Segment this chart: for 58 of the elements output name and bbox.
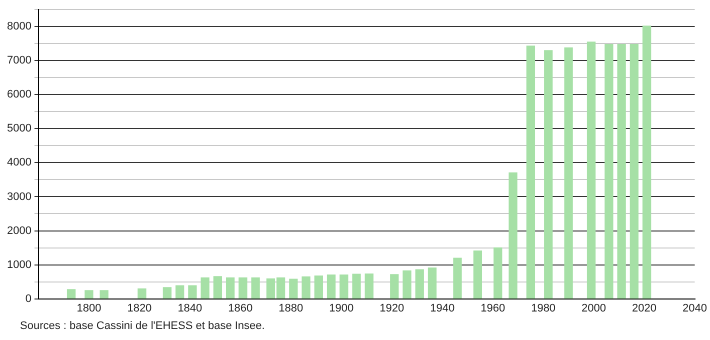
bar bbox=[428, 268, 437, 299]
x-tick-label: 1980 bbox=[531, 302, 556, 314]
bar bbox=[586, 42, 596, 299]
bar bbox=[84, 290, 94, 299]
bar bbox=[564, 47, 573, 299]
bar bbox=[642, 26, 652, 299]
y-tick-label: 4000 bbox=[6, 156, 32, 169]
bar bbox=[364, 273, 374, 299]
bar bbox=[526, 46, 536, 299]
bar bbox=[453, 258, 462, 299]
x-tick-label: 1840 bbox=[178, 302, 202, 314]
x-tick-label: 1960 bbox=[480, 302, 506, 314]
bar bbox=[238, 277, 248, 299]
y-tick-label: 1000 bbox=[6, 258, 32, 271]
x-tick-label: 1820 bbox=[127, 302, 152, 314]
bar bbox=[415, 269, 424, 299]
x-tick-label: 1920 bbox=[380, 302, 404, 314]
y-tick-label: 0 bbox=[25, 292, 32, 305]
bar bbox=[213, 276, 222, 299]
bar bbox=[544, 50, 553, 299]
bar bbox=[175, 285, 184, 299]
bar bbox=[352, 274, 361, 299]
y-tick-label: 8000 bbox=[6, 20, 32, 33]
bar bbox=[200, 277, 210, 299]
x-tick-label: 2020 bbox=[632, 302, 657, 314]
bar bbox=[100, 290, 108, 299]
bar bbox=[630, 44, 639, 299]
y-tick-label: 2000 bbox=[6, 224, 32, 237]
bar bbox=[66, 289, 76, 299]
bar bbox=[289, 278, 298, 299]
bar bbox=[604, 44, 614, 299]
bar bbox=[508, 172, 518, 299]
bar bbox=[402, 270, 412, 299]
bar bbox=[138, 288, 146, 299]
bar bbox=[390, 274, 399, 299]
bar bbox=[188, 285, 197, 299]
bar bbox=[340, 274, 348, 299]
bar bbox=[162, 287, 172, 299]
y-tick-label: 5000 bbox=[6, 122, 32, 135]
x-tick-label: 1860 bbox=[228, 302, 253, 314]
x-tick-label: 1900 bbox=[329, 302, 354, 314]
bar bbox=[251, 277, 260, 299]
y-tick-label: 7000 bbox=[6, 54, 32, 67]
bar bbox=[617, 44, 626, 299]
x-tick-label: 2000 bbox=[582, 302, 606, 314]
bar bbox=[314, 276, 323, 299]
x-tick-label: 1800 bbox=[76, 302, 102, 314]
bar bbox=[473, 250, 482, 299]
x-tick-label: 2040 bbox=[682, 302, 708, 314]
bar bbox=[494, 247, 502, 299]
bar bbox=[226, 277, 235, 299]
bar bbox=[326, 274, 336, 299]
y-tick-label: 3000 bbox=[6, 190, 32, 203]
source-note: Sources : base Cassini de l'EHESS et base Insee. bbox=[20, 320, 265, 332]
x-tick-label: 1940 bbox=[430, 302, 455, 314]
y-tick-label: 6000 bbox=[6, 88, 32, 101]
x-tick-label: 1880 bbox=[278, 302, 304, 314]
bar bbox=[302, 276, 310, 299]
